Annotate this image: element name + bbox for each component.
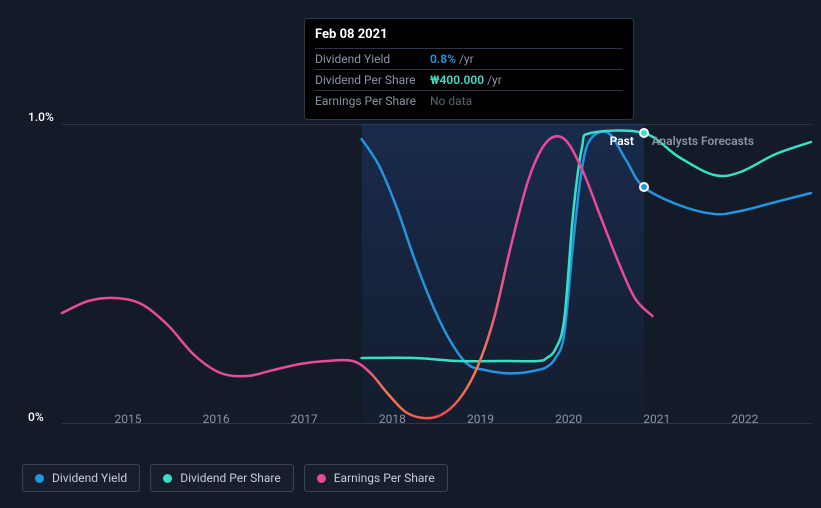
series-line [62, 136, 652, 418]
tooltip-row-value: No data [430, 94, 472, 108]
past-label: Past [610, 134, 634, 148]
y-tick-bottom: 0% [28, 410, 44, 424]
x-axis: 2015 2016 2017 2018 2019 2020 2021 2022 [84, 412, 801, 430]
tooltip-date: Feb 08 2021 [315, 27, 623, 42]
y-tick-top: 1.0% [28, 110, 54, 124]
x-tick: 2016 [203, 412, 230, 426]
legend-label: Dividend Per Share [180, 471, 281, 485]
tooltip-row-label: Dividend Per Share [315, 73, 430, 87]
legend-label: Dividend Yield [52, 471, 127, 485]
legend-dot-icon [317, 474, 326, 483]
x-tick: 2021 [643, 412, 670, 426]
forecast-label: Analysts Forecasts [652, 134, 754, 148]
x-tick: 2019 [467, 412, 494, 426]
legend: Dividend Yield Dividend Per Share Earnings… [22, 464, 448, 492]
legend-item[interactable]: Dividend Yield [22, 464, 140, 492]
chart-tooltip: Feb 08 2021 Dividend Yield0.8% /yrDivide… [304, 18, 634, 120]
highlight-marker [639, 182, 649, 192]
highlight-marker [639, 128, 649, 138]
legend-item[interactable]: Dividend Per Share [150, 464, 294, 492]
series-line [362, 131, 811, 362]
series-line [362, 132, 811, 374]
tooltip-row-value: 0.8% /yr [430, 52, 474, 66]
plot-area: Past Analysts Forecasts [62, 124, 811, 424]
x-tick: 2020 [555, 412, 582, 426]
legend-label: Earnings Per Share [334, 471, 435, 485]
x-tick: 2015 [115, 412, 142, 426]
tooltip-row: Dividend Per Share₩400.000 /yr [315, 69, 623, 90]
tooltip-row-label: Dividend Yield [315, 52, 430, 66]
tooltip-row-label: Earnings Per Share [315, 94, 430, 108]
tooltip-row: Dividend Yield0.8% /yr [315, 48, 623, 69]
legend-dot-icon [163, 474, 172, 483]
tooltip-row: Earnings Per ShareNo data [315, 90, 623, 111]
tooltip-row-value: ₩400.000 /yr [430, 73, 502, 87]
legend-dot-icon [35, 474, 44, 483]
x-tick: 2022 [731, 412, 758, 426]
x-tick: 2017 [291, 412, 318, 426]
x-tick: 2018 [379, 412, 406, 426]
legend-item[interactable]: Earnings Per Share [304, 464, 448, 492]
chart-svg [62, 124, 811, 424]
